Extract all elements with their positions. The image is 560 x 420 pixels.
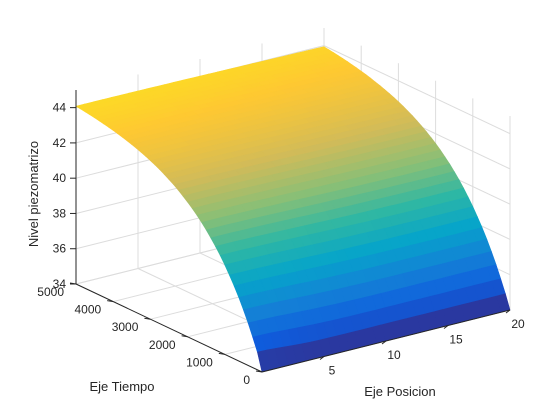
x-tick-label: 15 (449, 333, 463, 347)
y-tick-label: 1000 (186, 355, 213, 369)
y-tick-mark (218, 352, 225, 355)
x-tick-label: 5 (329, 364, 336, 378)
surface-mesh (75, 46, 511, 373)
z-tick-label: 34 (53, 277, 67, 291)
x-tick-mark (443, 325, 449, 329)
z-tick-label: 38 (53, 206, 67, 220)
y-tick-label: 2000 (149, 338, 176, 352)
x-tick-mark (505, 309, 511, 314)
x-tick-label: 20 (511, 317, 525, 331)
x-axis-label: Eje Posicion (364, 384, 436, 399)
grid-line (323, 45, 511, 135)
y-axis-line (75, 283, 263, 373)
y-tick-label: 4000 (74, 303, 101, 317)
z-tick-label: 42 (53, 136, 67, 150)
x-tick-mark (381, 340, 387, 345)
z-tick-label: 36 (53, 242, 67, 256)
x-tick-label: 10 (387, 348, 401, 362)
y-tick-label: 0 (243, 373, 250, 387)
y-tick-label: 5000 (37, 285, 64, 299)
y-tick-mark (144, 317, 151, 320)
axes (69, 90, 511, 373)
y-tick-mark (255, 370, 263, 373)
x-tick-mark (319, 356, 325, 360)
z-axis-label: Nivel piezomatrizo (26, 141, 41, 247)
z-tick-label: 44 (53, 101, 67, 115)
y-tick-label: 3000 (112, 320, 139, 334)
y-tick-mark (107, 300, 114, 303)
y-tick-mark (181, 335, 188, 338)
z-tick-label: 40 (53, 171, 67, 185)
y-axis-label: Eje Tiempo (89, 379, 154, 394)
